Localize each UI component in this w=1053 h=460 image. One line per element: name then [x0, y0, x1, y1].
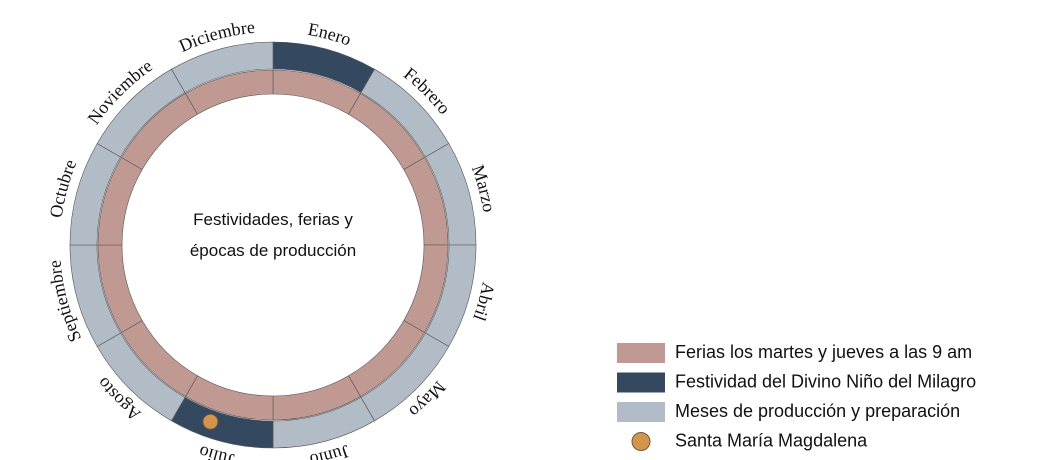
legend-marker [631, 432, 651, 451]
center-text: épocas de producción [190, 241, 356, 260]
legend-swatch [617, 343, 665, 363]
month-label: Enero [306, 19, 354, 50]
legend-label: Festividad del Divino Niño del Milagro [675, 371, 976, 391]
legend-label: Ferias los martes y jueves a las 9 am [675, 342, 972, 362]
month-label-text: Enero [306, 19, 354, 50]
legend-label: Meses de producción y preparación [675, 401, 960, 421]
legend-swatch [617, 372, 665, 393]
month-label-text: Julio [196, 442, 236, 460]
feria-segment [185, 69, 274, 115]
month-label-text: Abril [469, 281, 498, 324]
festival-marker [202, 413, 219, 430]
legend-label: Santa María Magdalena [675, 430, 868, 450]
month-segment [171, 41, 274, 93]
legend-swatch [617, 402, 665, 422]
center-text: Festividades, ferias y [193, 210, 353, 229]
month-label: Julio [196, 442, 236, 460]
month-label: Abril [469, 281, 498, 324]
